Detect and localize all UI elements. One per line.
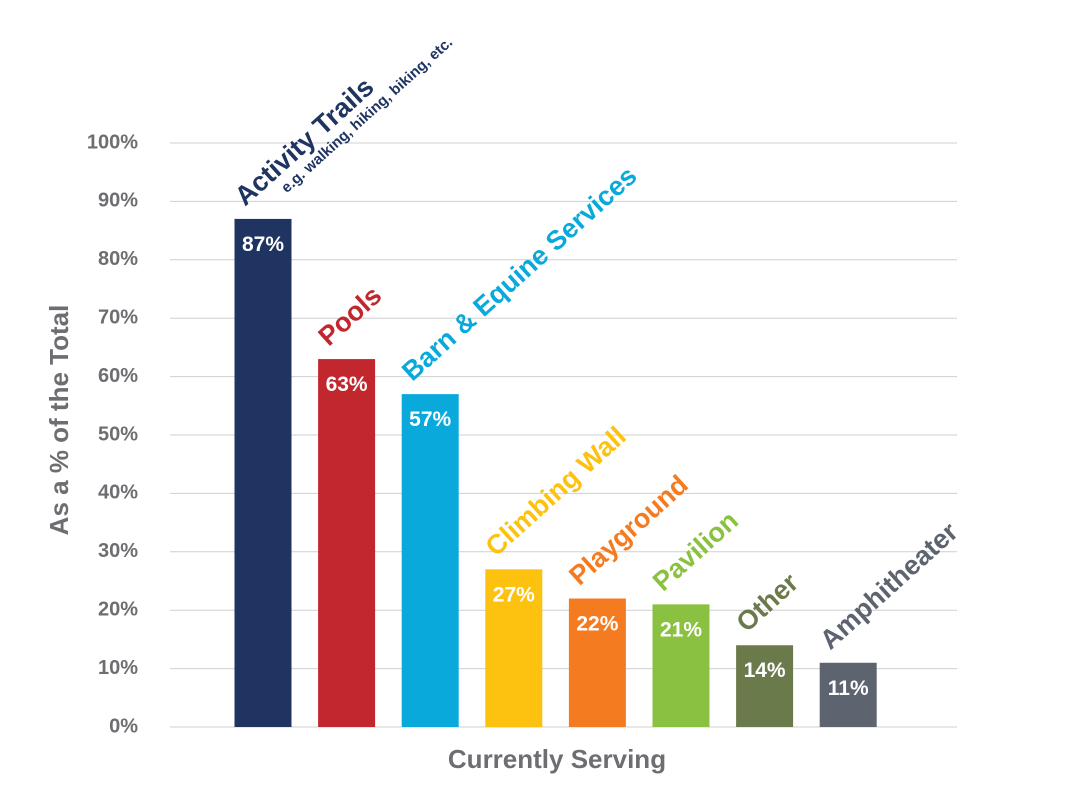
- bar: [318, 359, 376, 727]
- y-axis-title: As a % of the Total: [44, 305, 74, 536]
- y-tick-label: 50%: [98, 423, 138, 445]
- x-axis-title: Currently Serving: [448, 744, 666, 774]
- value-label: 22%: [576, 613, 618, 636]
- y-tick-label: 30%: [98, 540, 138, 562]
- y-tick-label: 40%: [98, 482, 138, 504]
- category-label-group: Barn & Equine Services: [396, 160, 642, 386]
- category-label: Amphitheater: [814, 516, 964, 655]
- category-label: Barn & Equine Services: [396, 160, 642, 386]
- value-label: 87%: [242, 233, 284, 256]
- y-tick-label: 10%: [98, 657, 138, 679]
- category-label-group: Pools: [313, 280, 388, 351]
- category-label-group: Amphitheater: [814, 516, 964, 655]
- bar: [485, 569, 543, 727]
- y-tick-label: 60%: [98, 365, 138, 387]
- y-tick-label: 0%: [109, 715, 138, 737]
- value-label: 14%: [744, 659, 786, 682]
- y-tick-label: 100%: [87, 131, 138, 153]
- y-tick-label: 90%: [98, 190, 138, 212]
- category-label: Other: [731, 567, 805, 638]
- bar: [568, 598, 626, 727]
- value-label: 27%: [493, 583, 535, 606]
- y-tick-label: 70%: [98, 306, 138, 328]
- value-label: 21%: [660, 618, 702, 641]
- bar: [736, 645, 794, 727]
- annotation: e.g. walking, hiking, biking, etc.: [278, 34, 456, 197]
- bar: [652, 604, 710, 727]
- value-label: 63%: [326, 373, 368, 396]
- category-label-group: Other: [731, 567, 805, 638]
- bar: [819, 662, 877, 727]
- bar: [401, 394, 459, 727]
- value-label: 57%: [409, 408, 451, 431]
- y-tick-label: 80%: [98, 248, 138, 270]
- category-label: Activity Trails: [229, 72, 380, 212]
- category-label: Pools: [313, 280, 388, 351]
- y-tick-label: 20%: [98, 598, 138, 620]
- bar: [234, 218, 292, 728]
- value-label: 11%: [828, 677, 869, 700]
